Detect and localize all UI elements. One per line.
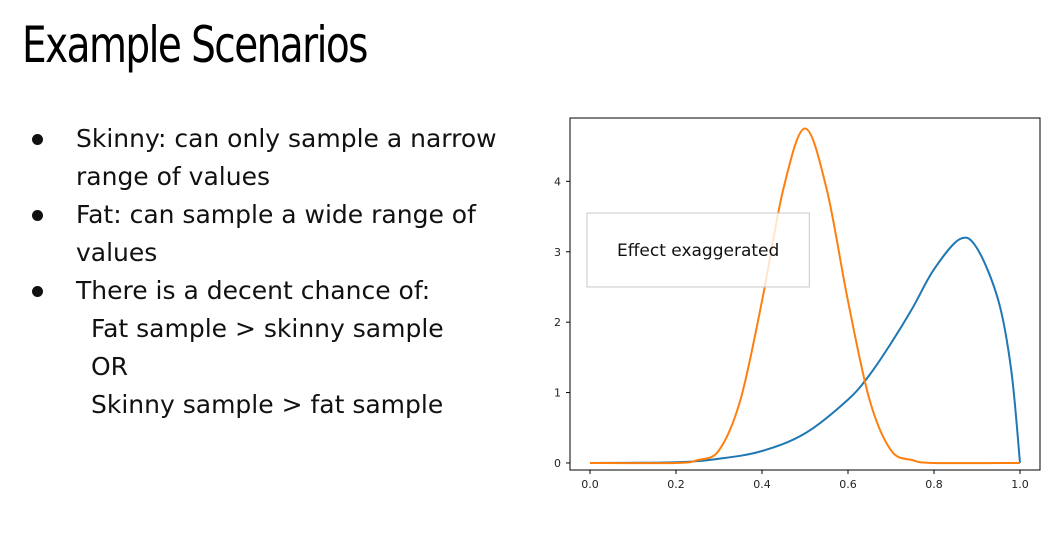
series-line-1 — [589, 127, 1021, 465]
y-tick-label: 0 — [554, 457, 561, 470]
bullet-item: There is a decent chance of: — [28, 272, 528, 310]
annotation-text: Effect exaggerated — [617, 241, 779, 261]
bullet-text: Fat: can sample a wide range of values — [76, 200, 476, 267]
bullet-text: Skinny: can only sample a narrow range o… — [76, 124, 497, 191]
plot-frame — [569, 117, 1041, 471]
series-line-0 — [589, 236, 1021, 464]
x-tick-label: 0.4 — [753, 478, 771, 491]
y-tick-label: 1 — [554, 387, 561, 400]
x-tick-label: 0.6 — [839, 478, 857, 491]
y-tick-label: 4 — [554, 175, 561, 188]
bullet-dot-icon — [32, 210, 43, 221]
bullet-list: Skinny: can only sample a narrow range o… — [28, 120, 528, 424]
distribution-chart: 0.0 0.2 0.4 0.6 0.8 1.0 0 1 2 3 4 Effect exaggerate… — [554, 117, 1041, 491]
bullet-item: Skinny: can only sample a narrow range o… — [28, 120, 528, 196]
annotation-box — [586, 212, 810, 288]
sub-line: Skinny sample > fat sample — [91, 390, 444, 419]
sub-line: Fat sample > skinny sample — [91, 314, 444, 343]
bullet-item: Fat: can sample a wide range of values — [28, 196, 528, 272]
bullet-dot-icon — [32, 286, 43, 297]
x-tick-label: 1.0 — [1011, 478, 1029, 491]
y-tick-label: 3 — [554, 246, 561, 259]
bullet-dot-icon — [32, 134, 43, 145]
bullet-text: There is a decent chance of: — [76, 276, 431, 305]
x-tick-label: 0.0 — [581, 478, 599, 491]
y-tick-label: 2 — [554, 316, 561, 329]
sub-line: OR — [91, 352, 129, 381]
x-tick-label: 0.2 — [667, 478, 685, 491]
slide-title: Example Scenarios — [22, 16, 369, 74]
x-tick-label: 0.8 — [925, 478, 943, 491]
